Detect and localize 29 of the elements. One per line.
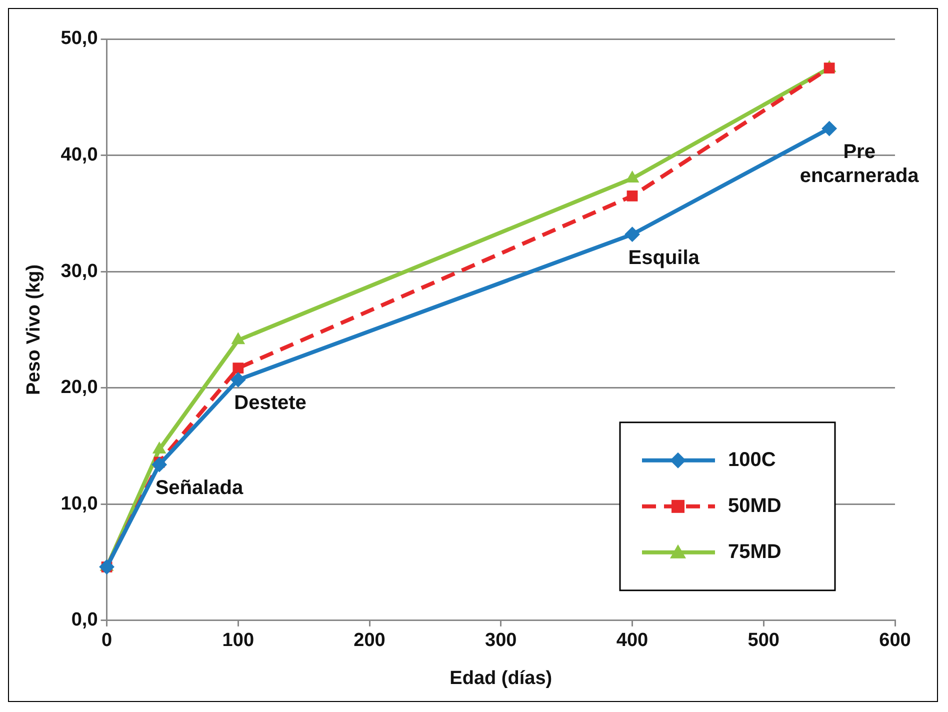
y-tick-label: 50,0	[60, 28, 98, 50]
y-tick-label: 10,0	[60, 493, 98, 514]
x-tick-label: 600	[879, 630, 911, 652]
x-tick-label: 100	[222, 630, 254, 652]
x-tick-label: 0	[101, 630, 112, 652]
point	[230, 372, 246, 388]
x-tick-label: 300	[485, 630, 517, 652]
point	[822, 121, 837, 136]
x-tick-label: 500	[748, 630, 780, 652]
point	[232, 362, 244, 374]
annotation: Pre encarnerada	[800, 141, 920, 188]
y-tick-label: 30,0	[60, 260, 98, 282]
annotation: Señalada	[155, 477, 244, 500]
annotation: Destete	[234, 392, 306, 414]
legend-label: 50MD	[728, 494, 782, 517]
y-tick-label: 40,0	[60, 144, 98, 166]
annotation: Esquila	[628, 246, 700, 269]
y-tick-label: 0,0	[71, 610, 98, 631]
y-axis-title: Peso Vivo (kg)	[24, 264, 45, 395]
legend-label: 75MD	[728, 540, 782, 563]
legend-label: 100C	[728, 448, 776, 471]
x-tick-label: 200	[354, 630, 386, 652]
y-tick-label: 20,0	[60, 377, 98, 398]
point	[152, 457, 167, 472]
x-tick-label: 400	[616, 630, 648, 652]
point	[824, 62, 835, 74]
x-axis-title: Edad (días)	[450, 668, 552, 689]
point	[626, 190, 638, 202]
point	[624, 226, 640, 242]
